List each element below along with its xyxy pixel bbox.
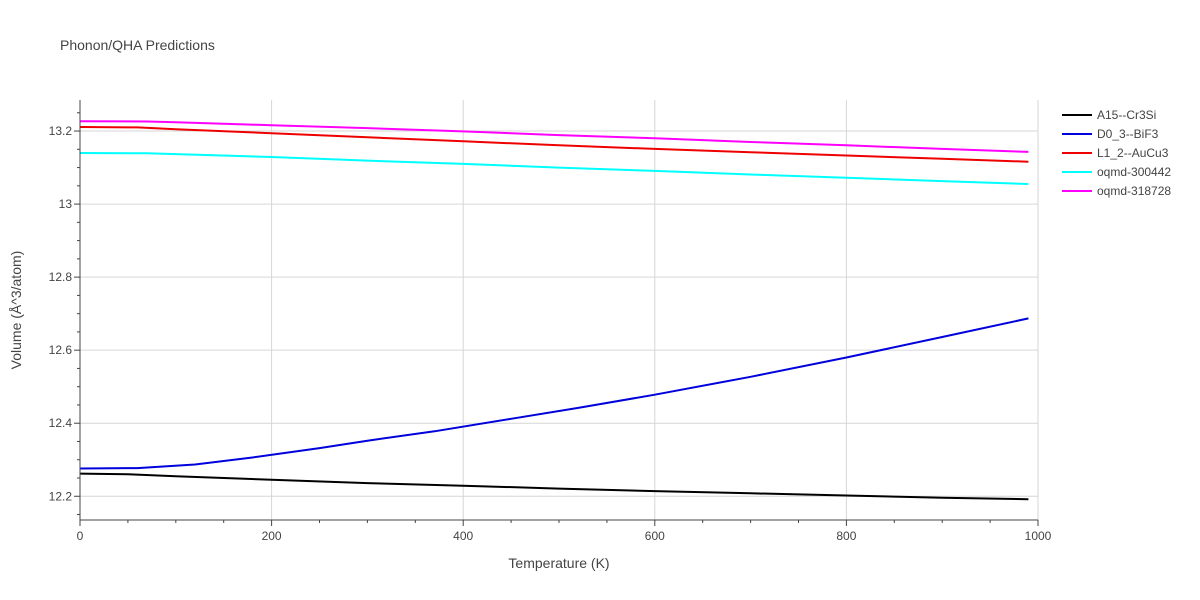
legend-label: oqmd-300442: [1097, 165, 1171, 179]
x-tick-label: 1000: [1025, 529, 1052, 543]
y-tick-label: 13.2: [49, 124, 73, 138]
legend-item[interactable]: A15--Cr3Si: [1062, 108, 1156, 122]
legend-label: D0_3--BiF3: [1097, 127, 1159, 141]
y-tick-label: 12.8: [49, 270, 73, 284]
y-axis-title: Volume (Å^3/atom): [8, 251, 24, 370]
plot-area: [79, 120, 1029, 501]
y-tick-label: 12.6: [49, 343, 73, 357]
y-tick-label: 12.4: [49, 416, 73, 430]
legend-label: oqmd-318728: [1097, 184, 1171, 198]
y-tick-label: 13: [59, 197, 73, 211]
series-line-a15-cr3si: [79, 472, 1029, 501]
x-tick-label: 800: [836, 529, 856, 543]
legend-label: L1_2--AuCu3: [1097, 146, 1169, 160]
x-tick-label: 600: [645, 529, 665, 543]
chart-title: Phonon/QHA Predictions: [60, 37, 215, 53]
legend-item[interactable]: L1_2--AuCu3: [1062, 146, 1169, 160]
series-line-oqmd-318728: [79, 120, 1029, 153]
x-tick-label: 400: [453, 529, 473, 543]
axes: 0 200 400 600 800 1000 12.2 12.4 12.6 12.8 13 13.2: [49, 100, 1052, 543]
legend-item[interactable]: oqmd-318728: [1062, 184, 1171, 198]
legend-item[interactable]: oqmd-300442: [1062, 165, 1171, 179]
series-line-d0-3-bif3: [79, 317, 1029, 470]
legend[interactable]: A15--Cr3Si D0_3--BiF3 L1_2--AuCu3 oqmd-3004…: [1062, 108, 1171, 198]
x-tick-label: 200: [262, 529, 282, 543]
legend-label: A15--Cr3Si: [1097, 108, 1156, 122]
y-tick-label: 12.2: [49, 489, 73, 503]
x-axis-title: Temperature (K): [508, 555, 609, 571]
x-tick-label: 0: [77, 529, 84, 543]
series-line-oqmd-300442: [79, 152, 1029, 185]
series-line-l1-2-aucu3: [79, 126, 1029, 163]
grid: [80, 100, 1039, 520]
legend-item[interactable]: D0_3--BiF3: [1062, 127, 1159, 141]
